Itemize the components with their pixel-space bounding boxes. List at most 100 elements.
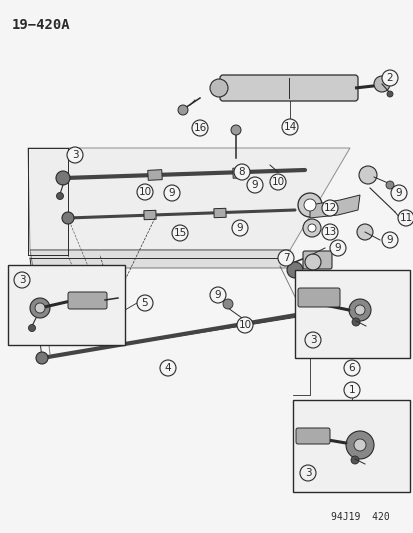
Polygon shape: [30, 250, 292, 268]
Text: 94J19  420: 94J19 420: [330, 512, 389, 522]
Circle shape: [300, 306, 314, 320]
Text: 9: 9: [386, 235, 392, 245]
Circle shape: [353, 439, 365, 451]
Text: 5: 5: [141, 298, 148, 308]
Text: 15: 15: [173, 228, 186, 238]
Circle shape: [381, 232, 397, 248]
Circle shape: [345, 431, 373, 459]
Circle shape: [56, 192, 63, 199]
Circle shape: [192, 120, 207, 136]
Circle shape: [14, 272, 30, 288]
Circle shape: [351, 318, 359, 326]
Polygon shape: [147, 169, 162, 180]
Text: 19−420A: 19−420A: [12, 18, 71, 32]
Text: 3: 3: [19, 275, 25, 285]
Polygon shape: [28, 148, 349, 250]
Text: 14: 14: [282, 122, 296, 132]
FancyBboxPatch shape: [295, 428, 329, 444]
Text: 16: 16: [193, 123, 206, 133]
Circle shape: [321, 224, 337, 240]
Polygon shape: [214, 208, 225, 217]
Circle shape: [303, 199, 315, 211]
Circle shape: [30, 298, 50, 318]
Circle shape: [159, 360, 176, 376]
Circle shape: [209, 79, 228, 97]
Text: 12: 12: [323, 203, 336, 213]
Circle shape: [350, 456, 358, 464]
Circle shape: [373, 76, 389, 92]
Text: 9: 9: [168, 188, 175, 198]
Circle shape: [343, 382, 359, 398]
Circle shape: [209, 287, 225, 303]
Circle shape: [236, 317, 252, 333]
Text: 1: 1: [348, 385, 354, 395]
Circle shape: [299, 465, 315, 481]
Text: 4: 4: [164, 363, 171, 373]
Circle shape: [343, 360, 359, 376]
Text: 11: 11: [399, 213, 412, 223]
Text: 3: 3: [309, 335, 316, 345]
Circle shape: [137, 184, 153, 200]
Circle shape: [62, 212, 74, 224]
FancyBboxPatch shape: [8, 265, 125, 345]
Circle shape: [381, 70, 397, 86]
Circle shape: [302, 219, 320, 237]
Circle shape: [307, 224, 315, 232]
Polygon shape: [309, 195, 359, 218]
Circle shape: [356, 224, 372, 240]
Polygon shape: [143, 211, 156, 220]
Circle shape: [28, 325, 36, 332]
Text: 10: 10: [138, 187, 151, 197]
Circle shape: [281, 119, 297, 135]
Circle shape: [397, 210, 413, 226]
Text: 9: 9: [251, 180, 258, 190]
Circle shape: [358, 166, 376, 184]
Circle shape: [305, 309, 313, 317]
FancyBboxPatch shape: [68, 292, 107, 309]
FancyBboxPatch shape: [219, 75, 357, 101]
Text: 9: 9: [214, 290, 221, 300]
Circle shape: [230, 125, 240, 135]
Text: 10: 10: [271, 177, 284, 187]
Circle shape: [56, 171, 70, 185]
Circle shape: [277, 250, 293, 266]
Text: 7: 7: [282, 253, 289, 263]
Circle shape: [164, 185, 180, 201]
Circle shape: [386, 91, 392, 97]
Circle shape: [304, 332, 320, 348]
Circle shape: [36, 352, 48, 364]
Circle shape: [231, 220, 247, 236]
Polygon shape: [232, 168, 247, 178]
Text: 9: 9: [334, 243, 340, 253]
Circle shape: [286, 262, 302, 278]
Text: 9: 9: [395, 188, 401, 198]
Text: 10: 10: [238, 320, 251, 330]
Text: 9: 9: [236, 223, 243, 233]
Circle shape: [321, 200, 337, 216]
Circle shape: [269, 174, 285, 190]
Text: 6: 6: [348, 363, 354, 373]
Circle shape: [304, 254, 320, 270]
Text: 3: 3: [304, 468, 311, 478]
Circle shape: [171, 225, 188, 241]
Text: 13: 13: [323, 227, 336, 237]
Circle shape: [297, 193, 321, 217]
Circle shape: [233, 164, 249, 180]
Circle shape: [137, 295, 153, 311]
Text: 2: 2: [386, 73, 392, 83]
Circle shape: [354, 305, 364, 315]
Circle shape: [247, 177, 262, 193]
Circle shape: [385, 181, 393, 189]
Text: 8: 8: [238, 167, 245, 177]
Circle shape: [178, 105, 188, 115]
Circle shape: [67, 147, 83, 163]
Text: 3: 3: [71, 150, 78, 160]
Circle shape: [329, 240, 345, 256]
Circle shape: [348, 299, 370, 321]
Circle shape: [390, 185, 406, 201]
FancyBboxPatch shape: [294, 270, 409, 358]
FancyBboxPatch shape: [302, 251, 331, 269]
FancyBboxPatch shape: [297, 288, 339, 307]
Circle shape: [223, 299, 233, 309]
FancyBboxPatch shape: [292, 400, 409, 492]
